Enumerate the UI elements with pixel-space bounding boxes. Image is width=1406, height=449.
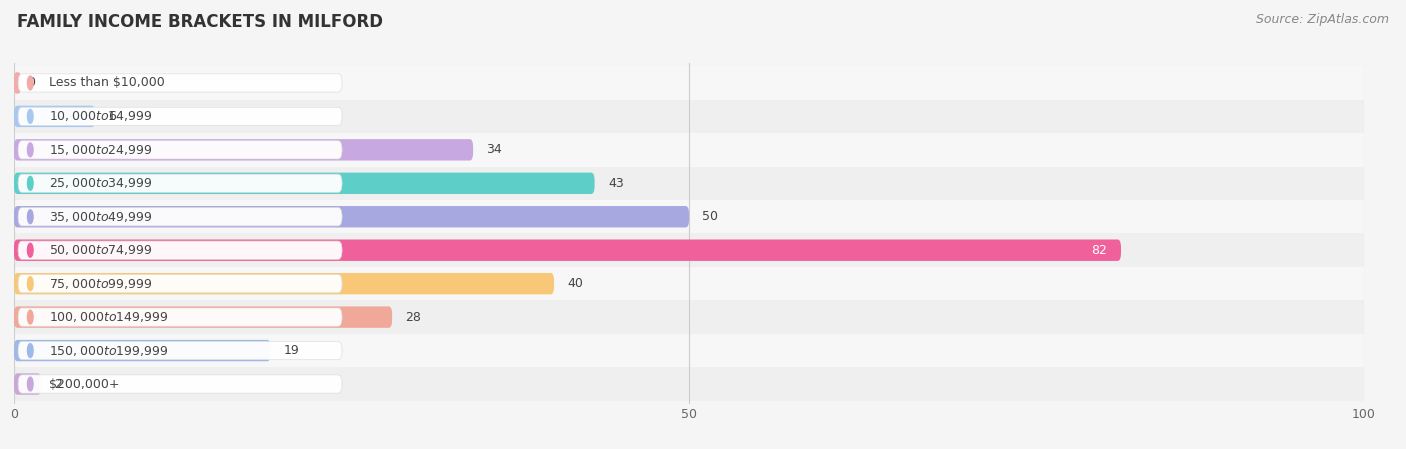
FancyBboxPatch shape	[14, 306, 392, 328]
Text: 19: 19	[284, 344, 299, 357]
FancyBboxPatch shape	[18, 308, 342, 326]
Text: $15,000 to $24,999: $15,000 to $24,999	[49, 143, 153, 157]
Text: $25,000 to $34,999: $25,000 to $34,999	[49, 176, 153, 190]
Bar	[14, 167, 1364, 200]
Bar	[14, 233, 1364, 267]
Text: 82: 82	[1091, 244, 1108, 257]
Text: Less than $10,000: Less than $10,000	[49, 76, 165, 89]
Text: $200,000+: $200,000+	[49, 378, 120, 391]
Bar	[14, 66, 1364, 100]
Text: 0: 0	[28, 76, 35, 89]
FancyBboxPatch shape	[14, 72, 21, 94]
Circle shape	[28, 377, 34, 391]
Text: Source: ZipAtlas.com: Source: ZipAtlas.com	[1256, 13, 1389, 26]
Text: $35,000 to $49,999: $35,000 to $49,999	[49, 210, 153, 224]
Text: FAMILY INCOME BRACKETS IN MILFORD: FAMILY INCOME BRACKETS IN MILFORD	[17, 13, 382, 31]
Text: $50,000 to $74,999: $50,000 to $74,999	[49, 243, 153, 257]
FancyBboxPatch shape	[18, 375, 342, 393]
Bar	[14, 100, 1364, 133]
FancyBboxPatch shape	[18, 141, 342, 159]
FancyBboxPatch shape	[18, 241, 342, 260]
FancyBboxPatch shape	[18, 341, 342, 360]
Bar	[14, 300, 1364, 334]
Bar	[14, 267, 1364, 300]
Circle shape	[28, 277, 34, 291]
FancyBboxPatch shape	[14, 139, 472, 161]
Circle shape	[28, 176, 34, 190]
Text: $10,000 to $14,999: $10,000 to $14,999	[49, 110, 153, 123]
FancyBboxPatch shape	[14, 340, 270, 361]
Circle shape	[28, 243, 34, 257]
Circle shape	[28, 210, 34, 224]
Circle shape	[28, 343, 34, 357]
Text: $150,000 to $199,999: $150,000 to $199,999	[49, 343, 169, 357]
Text: 40: 40	[568, 277, 583, 290]
FancyBboxPatch shape	[18, 107, 342, 126]
Text: 2: 2	[55, 378, 62, 391]
FancyBboxPatch shape	[18, 207, 342, 226]
FancyBboxPatch shape	[18, 74, 342, 92]
Text: 50: 50	[703, 210, 718, 223]
Circle shape	[28, 310, 34, 324]
Text: 34: 34	[486, 143, 502, 156]
FancyBboxPatch shape	[14, 373, 41, 395]
FancyBboxPatch shape	[18, 274, 342, 293]
FancyBboxPatch shape	[14, 239, 1121, 261]
Bar	[14, 200, 1364, 233]
Bar	[14, 334, 1364, 367]
Text: $75,000 to $99,999: $75,000 to $99,999	[49, 277, 153, 291]
FancyBboxPatch shape	[14, 172, 595, 194]
FancyBboxPatch shape	[14, 273, 554, 295]
Bar	[14, 133, 1364, 167]
Circle shape	[28, 76, 34, 90]
Bar	[14, 367, 1364, 401]
Circle shape	[28, 143, 34, 157]
Text: 6: 6	[108, 110, 117, 123]
Text: $100,000 to $149,999: $100,000 to $149,999	[49, 310, 169, 324]
Text: 43: 43	[607, 177, 624, 190]
Circle shape	[28, 110, 34, 123]
FancyBboxPatch shape	[14, 206, 689, 228]
FancyBboxPatch shape	[14, 106, 96, 127]
FancyBboxPatch shape	[18, 174, 342, 193]
Text: 28: 28	[405, 311, 422, 324]
